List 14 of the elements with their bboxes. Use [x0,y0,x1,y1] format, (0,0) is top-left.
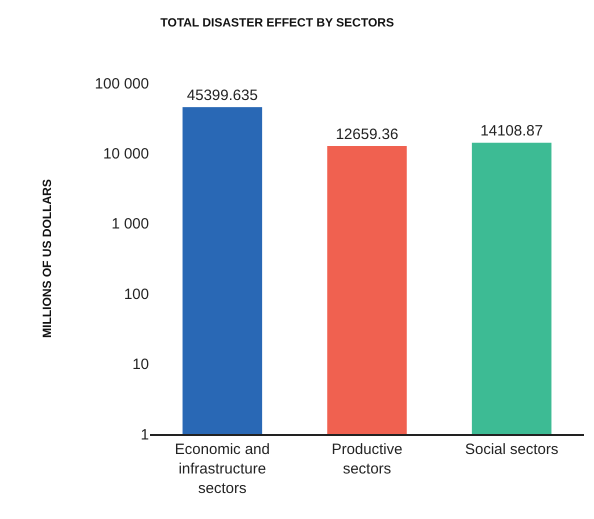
chart-title: TOTAL DISASTER EFFECT BY SECTORS [160,16,394,30]
data-label: 14108.87 [480,122,543,140]
y-tick-label: 100 000 [94,75,149,92]
y-tick-label: 1 000 [111,216,149,233]
y-tick-label: 10 [132,356,149,374]
y-tick-label: 10 000 [103,145,149,162]
y-axis-title: MILLIONS OF US DOLLARS [40,179,54,338]
y-tick-label: 1 [140,426,149,444]
data-label: 12659.36 [336,126,398,144]
x-tick-label: Social sectors [464,441,558,458]
x-tick-label: Economic and infrastructure sectors [174,441,270,497]
y-tick-label: 100 [124,286,149,303]
x-tick-label: Productive sectors [332,441,402,478]
data-label: 45399.635 [186,87,258,104]
